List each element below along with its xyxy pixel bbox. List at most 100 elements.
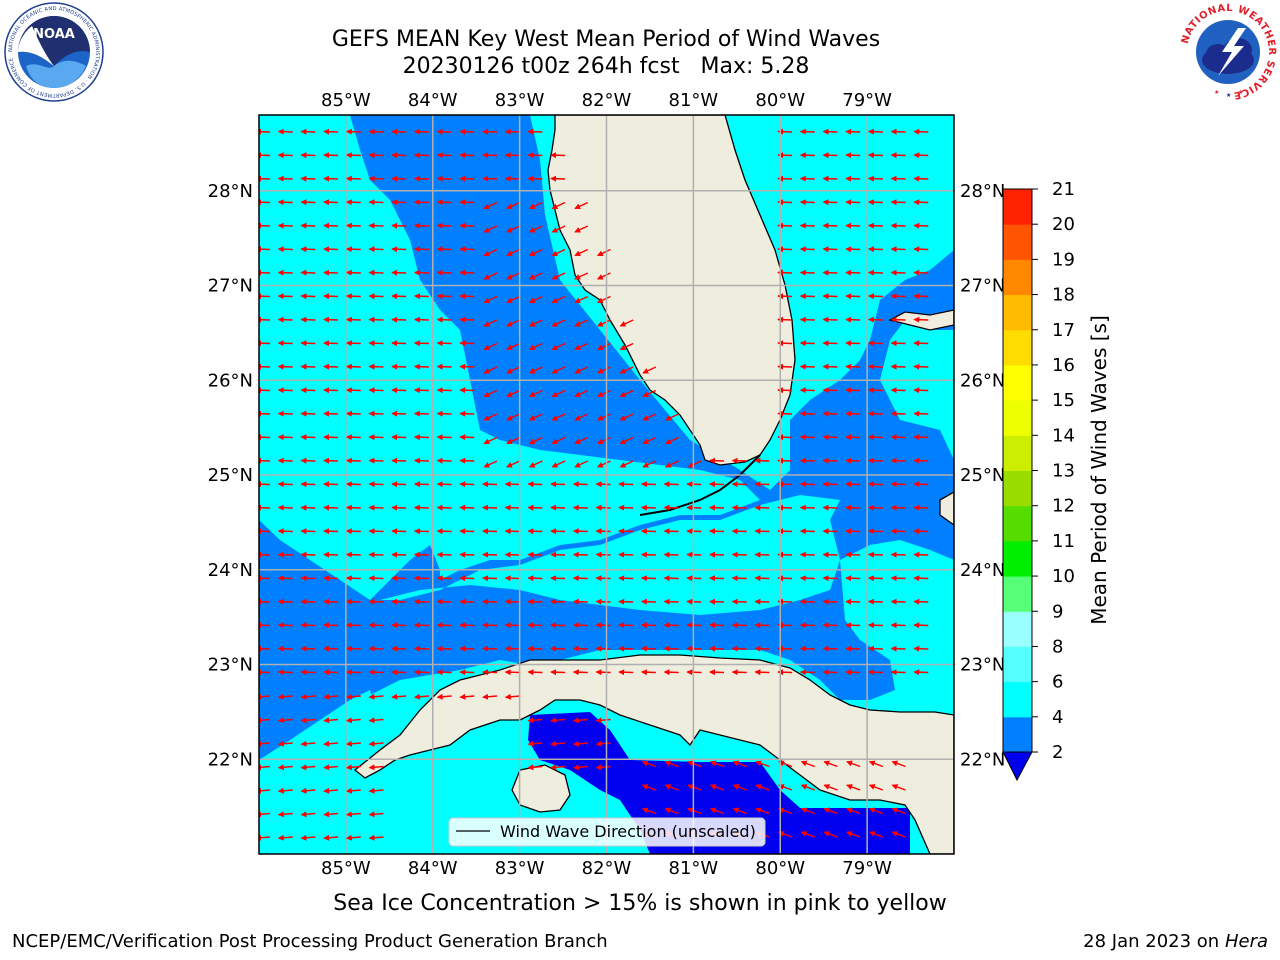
nws-logo: NATIONAL WEATHER SERVICE ★ ★ ★	[1180, 3, 1277, 101]
wave-direction-arrow	[259, 740, 271, 747]
lon-label-bottom: 84°W	[408, 858, 458, 879]
wave-direction-arrow	[551, 389, 566, 398]
wave-direction-arrow	[665, 436, 679, 445]
wave-direction-arrow	[732, 784, 747, 791]
wave-direction-arrow	[665, 413, 679, 421]
wave-direction-arrow	[891, 784, 906, 791]
wave-direction-arrow	[528, 366, 543, 374]
wave-direction-arrow	[506, 366, 520, 374]
colorbar-tick-label: 15	[1052, 390, 1075, 411]
wave-direction-arrow	[868, 831, 884, 838]
wave-direction-arrow	[642, 413, 657, 421]
wave-direction-arrow	[506, 295, 520, 304]
colorbar-tick-label: 8	[1052, 636, 1063, 657]
wave-direction-arrow	[755, 807, 770, 815]
wave-direction-arrow	[800, 760, 816, 768]
wave-direction-arrow	[368, 764, 384, 771]
wave-direction-arrow	[506, 272, 520, 280]
colorbar-label: Mean Period of Wind Waves [s]	[1087, 315, 1111, 625]
wave-direction-arrow	[259, 834, 271, 841]
wave-direction-arrow	[300, 811, 316, 818]
colorbar-tick-label: 21	[1052, 179, 1075, 200]
wave-direction-arrow	[482, 693, 498, 700]
wave-direction-arrow	[846, 807, 861, 815]
wave-direction-arrow	[800, 784, 816, 791]
wave-direction-arrow	[574, 225, 589, 233]
lat-label-left: 22°N	[208, 749, 253, 770]
wave-direction-arrow	[574, 366, 589, 374]
colorbar-ticks: 2 4 6 8 9 10 11 12 13 14 15 16 17 18 19 20 21	[1032, 179, 1075, 763]
wave-direction-arrow	[277, 693, 293, 700]
wave-direction-arrow	[483, 295, 498, 304]
wave-direction-arrow	[800, 831, 816, 838]
wave-direction-arrow	[551, 225, 566, 233]
noaa-logo: NATIONAL OCEANIC AND ATMOSPHERIC ADMINIS…	[4, 2, 104, 102]
wave-direction-arrow	[483, 248, 498, 257]
colorbar-tick-label: 13	[1052, 461, 1075, 482]
colorbar-segment	[1003, 259, 1032, 296]
wave-direction-arrow	[259, 717, 271, 724]
wave-direction-arrow	[259, 764, 271, 771]
wave-direction-arrow	[483, 413, 498, 421]
wave-direction-arrow	[574, 295, 589, 304]
svg-text:★: ★	[1226, 92, 1231, 99]
wave-direction-arrow	[595, 740, 611, 747]
wave-direction-arrow	[550, 717, 566, 724]
colorbar-segment	[1003, 189, 1032, 225]
wave-direction-arrow	[868, 784, 884, 791]
wave-direction-arrow	[528, 201, 543, 210]
wave-direction-arrow	[528, 272, 543, 280]
wave-direction-arrow	[368, 811, 384, 818]
wave-direction-arrow	[619, 389, 634, 398]
sea-ice-note: Sea Ice Concentration > 15% is shown in …	[333, 891, 947, 916]
lat-label-right: 22°N	[960, 749, 1005, 770]
svg-text:★: ★	[1214, 89, 1219, 96]
wave-direction-arrow	[323, 811, 339, 818]
wave-direction-arrow	[596, 272, 611, 280]
wave-direction-arrow	[277, 717, 293, 724]
wave-direction-arrow	[755, 760, 770, 768]
wave-direction-arrow	[596, 366, 611, 374]
wave-direction-arrow	[259, 811, 271, 818]
wave-direction-arrow	[459, 693, 475, 700]
wave-direction-arrow	[800, 807, 816, 815]
wave-direction-arrow	[528, 319, 543, 327]
colorbar-tick-label: 20	[1052, 214, 1075, 235]
wave-direction-arrow	[527, 764, 543, 771]
wave-direction-arrow	[709, 760, 725, 768]
wave-direction-arrow	[572, 764, 588, 771]
colorbar-segment	[1003, 576, 1032, 612]
wave-direction-arrow	[345, 811, 361, 818]
wave-direction-arrow	[596, 413, 611, 421]
wave-direction-arrow	[506, 460, 520, 468]
wave-direction-arrow	[778, 807, 793, 815]
colorbar-segment	[1003, 646, 1032, 683]
credit-branch: NCEP/EMC/Verification Post Processing Pr…	[12, 931, 608, 952]
wave-direction-arrow	[506, 201, 520, 210]
wave-direction-arrow	[732, 807, 747, 815]
wave-direction-arrow	[687, 760, 702, 768]
lon-label-top: 85°W	[321, 90, 371, 111]
graticule	[259, 115, 954, 854]
land-florida-keys	[639, 454, 761, 516]
colorbar-tick-label: 10	[1052, 566, 1075, 587]
wave-direction-arrow	[528, 389, 543, 398]
wave-direction-arrow	[619, 342, 634, 351]
wave-direction-arrow	[506, 389, 520, 398]
wave-direction-arrow	[368, 787, 384, 794]
colorbar-segments	[1003, 189, 1032, 753]
wave-direction-arrow	[300, 740, 316, 747]
wave-direction-arrow	[891, 760, 906, 768]
wave-direction-arrow	[550, 764, 566, 771]
credit-date-text: 28 Jan 2023 on	[1083, 931, 1225, 952]
wave-direction-arrow	[574, 319, 589, 327]
wave-direction-arrow	[619, 413, 634, 421]
lat-label-right: 28°N	[960, 181, 1005, 202]
wave-direction-arrow	[277, 834, 293, 841]
wave-direction-arrow	[527, 717, 543, 724]
wave-direction-arrow	[528, 413, 543, 421]
colorbar-segment	[1003, 294, 1032, 331]
colorbar-segment	[1003, 329, 1032, 366]
